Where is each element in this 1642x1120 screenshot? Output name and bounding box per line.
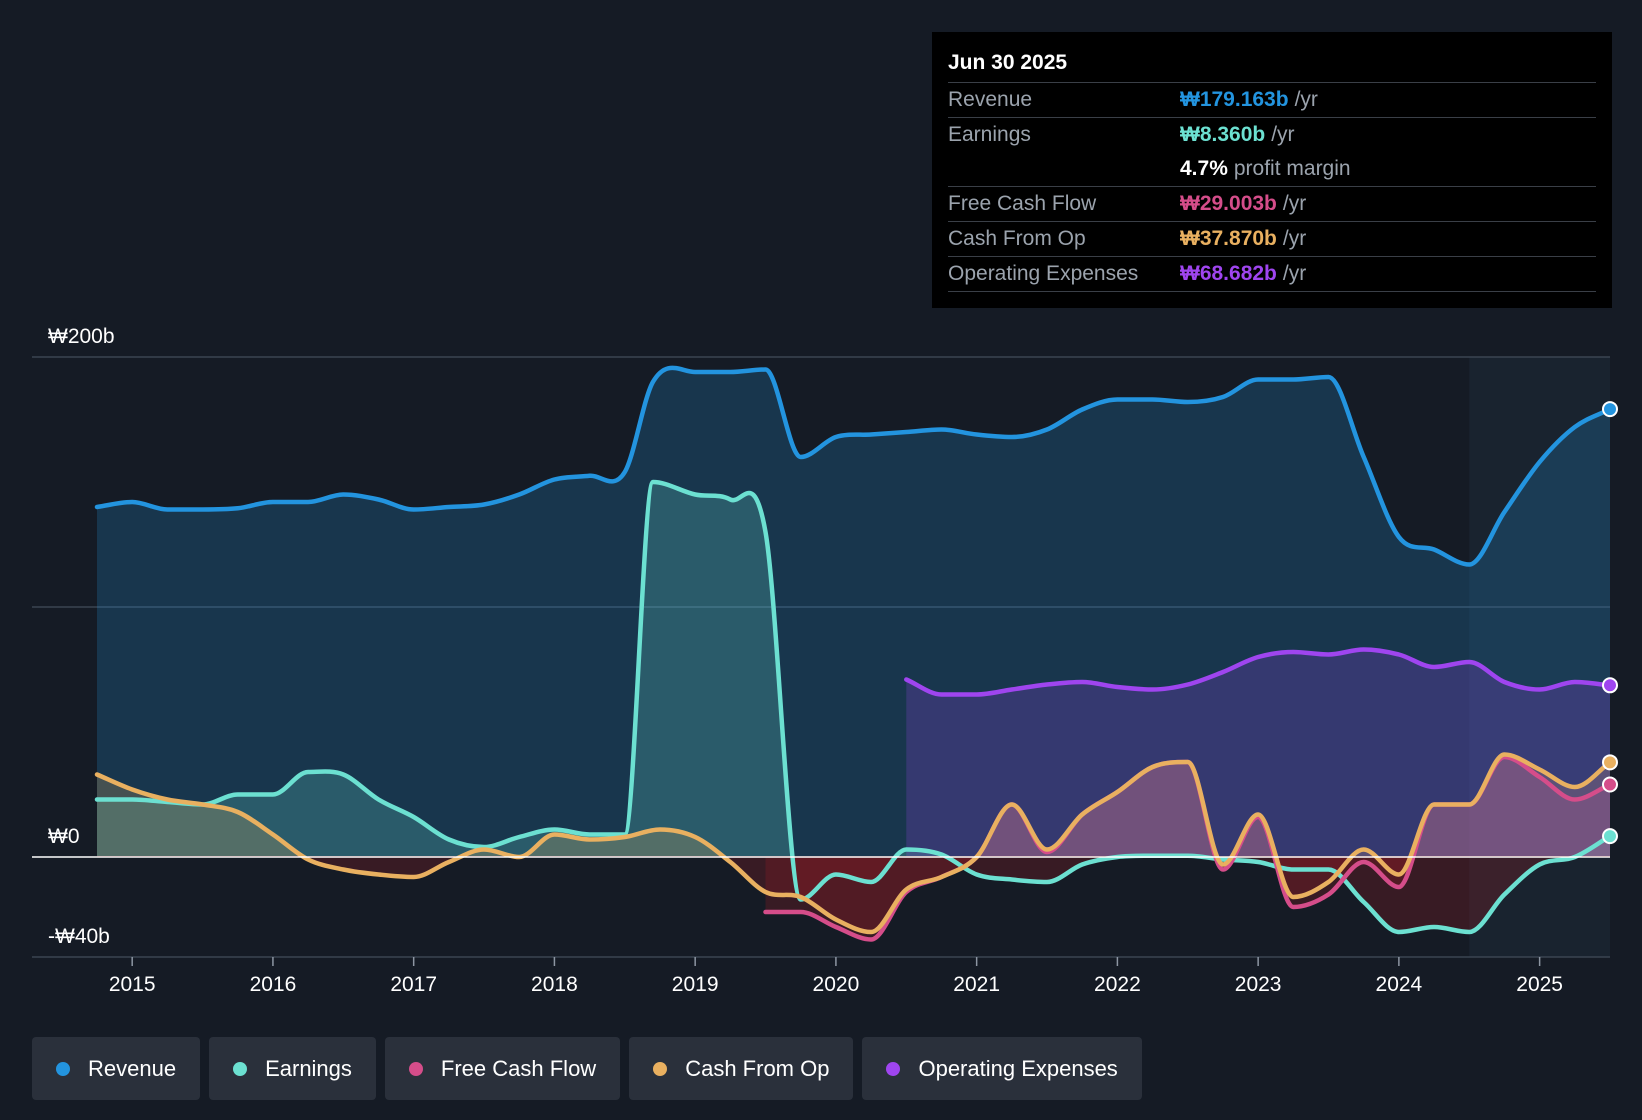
earnings-line [94,479,1613,935]
legend-label: Operating Expenses [918,1055,1118,1081]
legend-dot-icon [886,1061,901,1076]
tooltip-row-unit: /yr [1282,262,1307,285]
legend-dot-icon [233,1061,248,1076]
tooltip-panel: Jun 30 2025 Revenue ₩179.163b/yr Earnings ₩… [932,32,1612,308]
tooltip-row: 4.7% profit margin [948,152,1596,186]
earnings-endpoint[interactable] [1602,828,1618,845]
free-cash-flow-endpoint[interactable] [1602,776,1618,793]
tooltip-row-unit: /yr [1271,123,1295,146]
revenue-line [94,365,1613,567]
operating-expenses-endpoint[interactable] [1602,677,1618,694]
tooltip-row-value: ₩179.163b [1180,88,1289,111]
earnings-negative-area [97,856,1610,932]
gridlines [32,356,1610,958]
revenue-area [97,367,1610,856]
legend-item-operating-expenses[interactable]: Operating Expenses [862,1037,1142,1100]
tooltip-row: Free Cash Flow ₩29.003b/yr [948,186,1596,221]
tooltip-row-unit: /yr [1282,192,1307,215]
legend-item-free-cash-flow[interactable]: Free Cash Flow [384,1037,621,1100]
series-areas [97,367,1610,940]
revenue-endpoint[interactable] [1602,401,1618,418]
cash-from-op-area [97,754,1610,856]
x-tick-label: 2018 [531,973,578,996]
legend-label: Earnings [265,1055,352,1081]
tooltip-row-label: Earnings [948,123,1031,146]
tooltip-row-value: ₩37.870b [1180,227,1277,250]
tooltip-row-unit: /yr [1294,88,1318,111]
tooltip-rows: Revenue ₩179.163b/yr Earnings ₩8.360b/yr 4.7… [948,82,1596,291]
tooltip-row-label: Operating Expenses [948,262,1139,285]
x-tick-label: 2024 [1376,973,1423,996]
cash-from-op-line [94,752,1613,935]
legend-item-cash-from-op[interactable]: Cash From Op [629,1037,854,1100]
free-cash-flow-area [977,757,1610,856]
tooltip-row: Revenue ₩179.163b/yr [948,82,1596,117]
tooltip-date: Jun 30 2025 [948,51,1068,74]
y-tick-label: ₩200b [48,325,115,348]
x-tick-label: 2015 [109,973,156,996]
free-cash-flow-negative-area [765,856,1610,940]
tooltip-row-unit: profit margin [1233,157,1351,180]
tooltip-row-label: Cash From Op [948,227,1086,250]
tooltip-row: Cash From Op ₩37.870b/yr [948,221,1596,256]
legend-item-earnings[interactable]: Earnings [209,1037,376,1100]
tooltip-row: Operating Expenses ₩68.682b/yr [948,256,1596,291]
legend: Revenue Earnings Free Cash Flow Cash From O… [32,1037,1142,1100]
tooltip-row-value: 4.7% [1180,157,1228,180]
x-tick-label: 2016 [250,973,297,996]
x-tick-label: 2020 [813,973,860,996]
y-tick-label: ₩0 [48,825,80,848]
x-tick-label: 2025 [1516,973,1563,996]
x-tick-label: 2022 [1094,973,1141,996]
cash-from-op-endpoint[interactable] [1602,754,1618,771]
legend-label: Cash From Op [685,1055,830,1081]
legend-dot-icon [653,1061,668,1076]
tooltip-row-unit: /yr [1282,227,1307,250]
legend-label: Free Cash Flow [440,1055,597,1081]
tooltip-row-value: ₩68.682b [1180,262,1277,285]
cash-from-op-negative-area [97,856,1610,932]
tooltip-row-value: ₩29.003b [1180,192,1277,215]
y-tick-label: -₩40b [48,925,110,948]
axes: ₩200b ₩0 -₩40b 2015 2016 2017 2018 2019 2020 2021… [32,325,1610,996]
tooltip-row-label: Free Cash Flow [948,192,1097,215]
legend-dot-icon [408,1061,423,1076]
tooltip-row: Earnings ₩8.360b/yr [948,117,1596,152]
legend-item-revenue[interactable]: Revenue [32,1037,201,1100]
legend-label: Revenue [88,1055,177,1081]
x-tick-label: 2017 [390,973,437,996]
tooltip-divider [948,291,1596,292]
tooltip-row-value: ₩8.360b [1180,123,1266,146]
x-tick-label: 2019 [672,973,719,996]
operating-expenses-line [904,647,1613,697]
tooltip-row-label: Revenue [948,88,1033,111]
x-tick-label: 2023 [1235,973,1282,996]
x-tick-label: 2021 [953,973,1000,996]
series-lines [94,365,1618,942]
legend-dot-icon [56,1061,70,1076]
